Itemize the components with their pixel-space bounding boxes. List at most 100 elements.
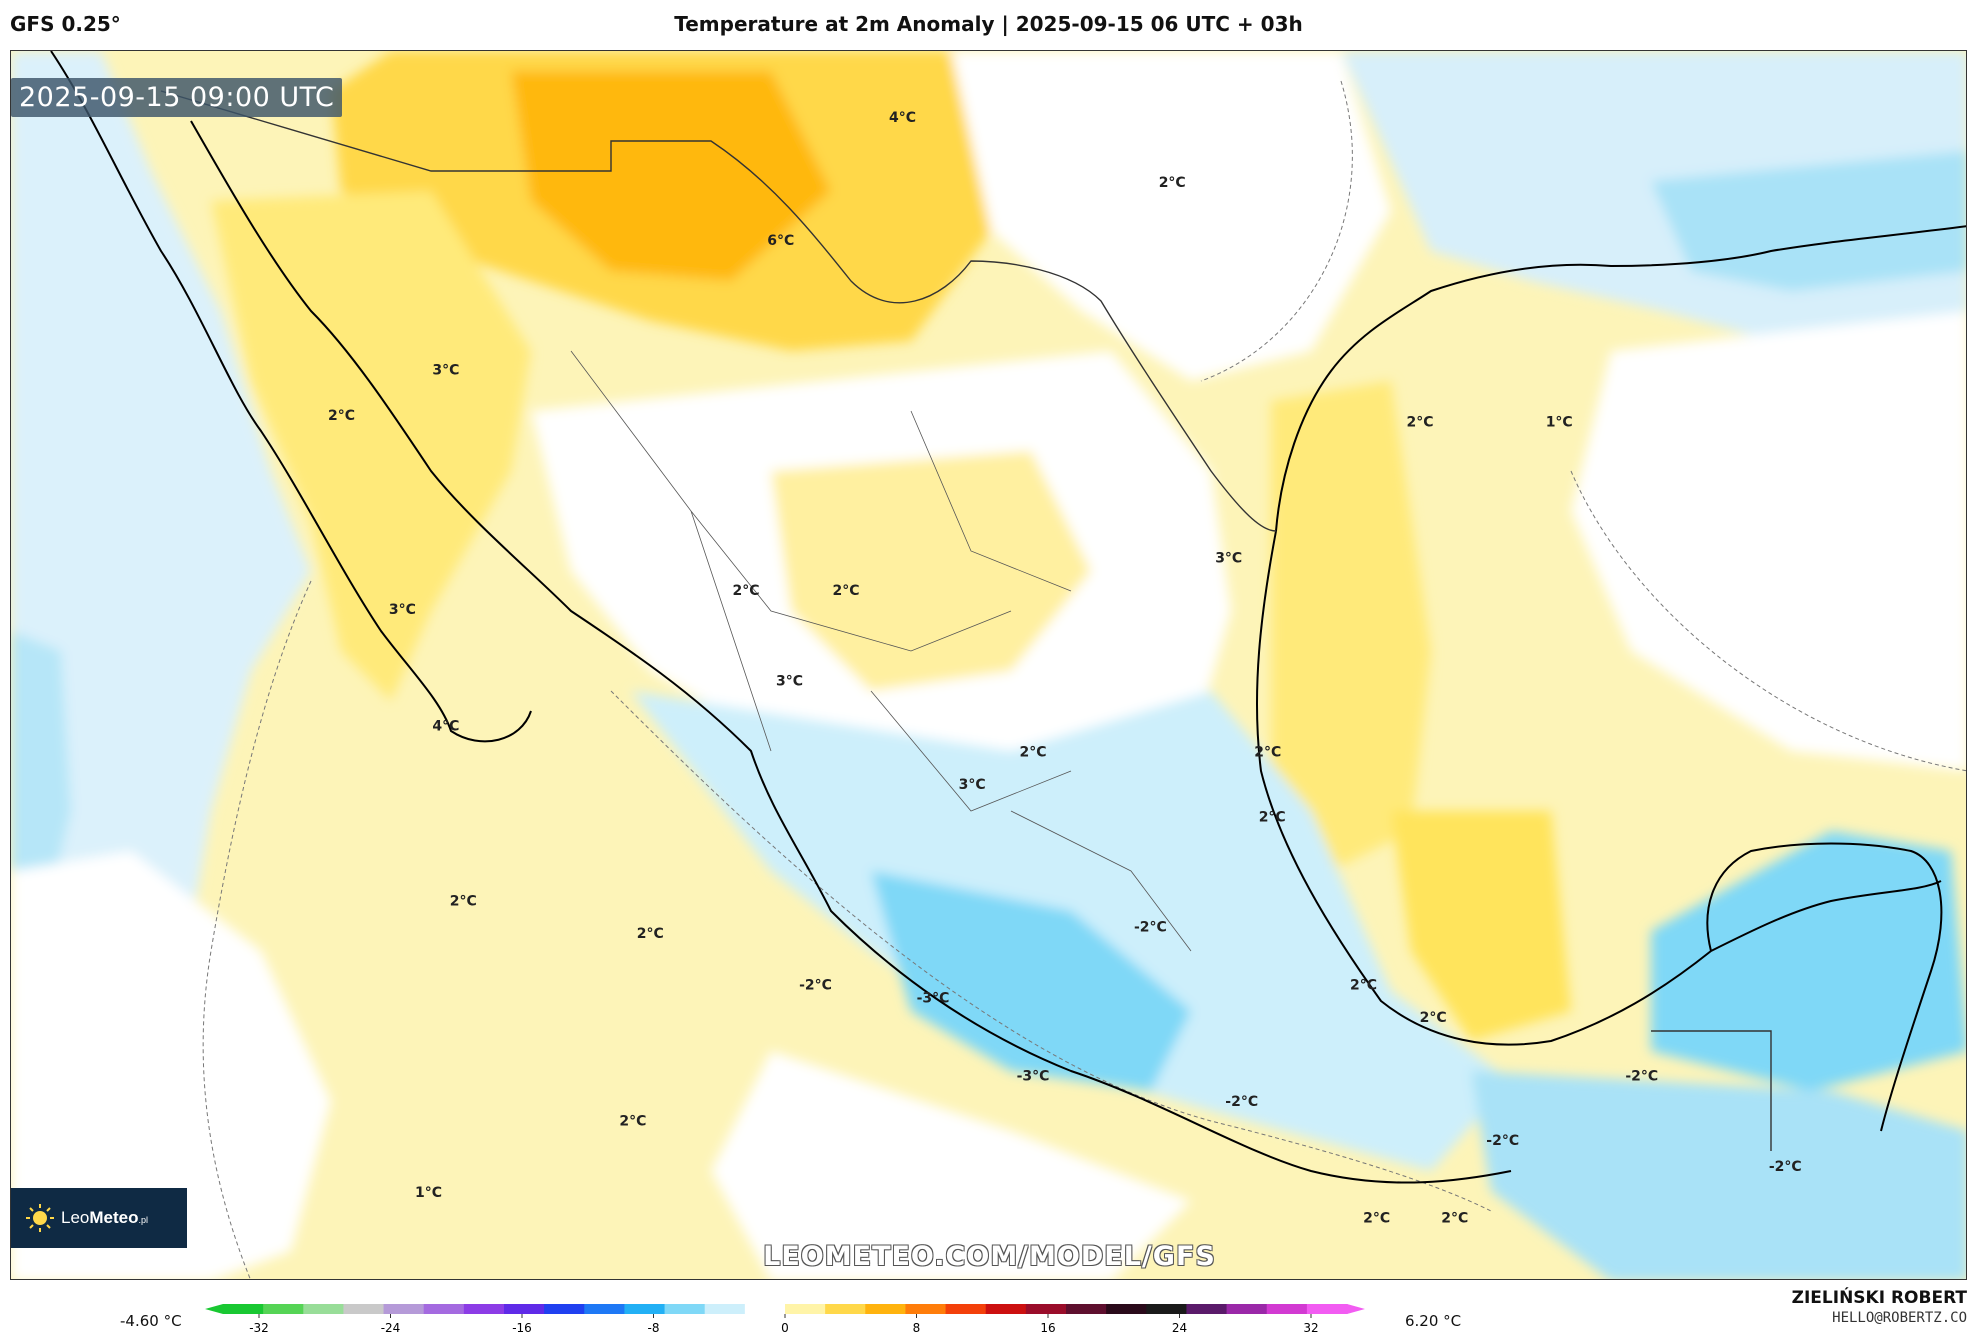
white-neutral-west: [11, 851, 331, 1279]
colorbar-min-label: -4.60 °C: [120, 1312, 182, 1330]
coastline-sonora-sinaloa: [190, 120, 1512, 1184]
anomaly-label: -2°C: [1134, 919, 1167, 935]
anomaly-map: 4°C 2°C 6°C 3°C 2°C 2°C 1°C 3°C 2°C 2°C 3°C 3°C 4°C 2…: [11, 51, 1966, 1279]
colorbar-segment: [223, 1304, 264, 1314]
colorbar-segment: [343, 1304, 385, 1314]
anomaly-label: 1°C: [1546, 415, 1573, 431]
anomaly-label: -2°C: [1225, 1094, 1258, 1110]
cool-yucatan: [1651, 831, 1966, 1091]
anomaly-label: 2°C: [832, 583, 859, 599]
chart-title: Temperature at 2m Anomaly | 2025-09-15 0…: [674, 12, 1303, 36]
anomaly-label: -2°C: [799, 978, 832, 994]
contour-line: [1570, 470, 1966, 772]
colorbar-segment: [1306, 1304, 1348, 1314]
colorbar-segment: [1146, 1304, 1188, 1314]
colorbar-segment: [544, 1304, 585, 1314]
contour-line: [610, 690, 1492, 1212]
neutral-texas-white: [951, 51, 1391, 381]
anomaly-label: -3°C: [917, 991, 950, 1007]
hot-core-southwest: [511, 71, 831, 281]
anomaly-label: 3°C: [1215, 550, 1242, 566]
anomaly-label: 3°C: [432, 363, 459, 379]
coastline-gulf-mexico: [1256, 530, 1942, 1046]
colorbar-segment: [624, 1304, 666, 1314]
colorbar-segment: [1266, 1304, 1308, 1314]
map-panel[interactable]: 4°C 2°C 6°C 3°C 2°C 2°C 1°C 3°C 2°C 2°C 3°C 3°C 4°C 2…: [10, 50, 1967, 1280]
timestamp-badge: 2025-09-15 09:00 UTC: [11, 78, 343, 117]
colorbar-tick-label: -24: [381, 1321, 401, 1335]
colorbar-segment: [945, 1304, 987, 1314]
anomaly-label: 2°C: [637, 926, 664, 942]
model-name: GFS 0.25°: [10, 12, 121, 36]
colorbar-segment: [1226, 1304, 1268, 1314]
anomaly-labels: 4°C 2°C 6°C 3°C 2°C 2°C 1°C 3°C 2°C 2°C 3°C 3°C 4°C 2…: [115, 110, 1802, 1227]
anomaly-label: 3°C: [959, 777, 986, 793]
colorbar-tick-label: 8: [913, 1321, 921, 1335]
colorbar-tick-label: -8: [648, 1321, 660, 1335]
coastline-yucatan: [1706, 842, 1943, 1132]
border-guatemala: [1651, 1030, 1772, 1151]
author-name: ZIELIŃSKI ROBERT: [1791, 1288, 1967, 1308]
colorbar-left-arrow: [205, 1304, 223, 1314]
warm-baja-sonora: [211, 191, 531, 701]
warm-gulf-south: [1391, 811, 1571, 1041]
colorbar-segment: [744, 1304, 786, 1314]
colorbar-segment: [1025, 1304, 1067, 1314]
author-credit: ZIELIŃSKI ROBERT HELLO@ROBERTZ.CO: [1792, 1288, 1967, 1326]
cool-louisiana-coast: [1651, 151, 1966, 291]
colorbar-segment: [263, 1304, 304, 1314]
border-us-mexico: [160, 90, 1277, 532]
author-email: HELLO@ROBERTZ.CO: [1832, 1310, 1967, 1326]
neutral-gulf-east: [1571, 311, 1966, 771]
cool-us-southeast: [1341, 51, 1966, 381]
anomaly-label: 2°C: [1441, 1211, 1468, 1227]
coastline-texas: [1275, 225, 1966, 532]
anomaly-label: 2°C: [619, 1114, 646, 1130]
colorbar-segment: [383, 1304, 425, 1314]
anomaly-label: 1°C: [415, 1185, 442, 1201]
colorbar-segment: [1066, 1304, 1107, 1314]
sun-icon: [26, 1204, 54, 1232]
anomaly-label: 4°C: [432, 719, 459, 735]
colorbar-segment: [1186, 1304, 1228, 1314]
cool-central-america: [1471, 1071, 1966, 1279]
anomaly-label: 4°C: [889, 110, 916, 126]
anomaly-label: -2°C: [1769, 1159, 1802, 1175]
colorbar-tick-label: -32: [249, 1321, 269, 1335]
colorbar-segment: [504, 1304, 545, 1314]
anomaly-label: 2°C: [732, 583, 759, 599]
colorbar-tick-label: 32: [1303, 1321, 1318, 1335]
watermark-url: LEOMETEO.COM/MODEL/GFS: [763, 1241, 1216, 1272]
anomaly-label: 2°C: [1254, 745, 1281, 761]
anomaly-label: 3°C: [776, 673, 803, 689]
contour-line: [1200, 80, 1353, 382]
anomaly-label: 2°C: [1159, 175, 1186, 191]
anomaly-label: 2°C: [1350, 978, 1377, 994]
anomaly-label: 2°C: [450, 894, 477, 910]
colorbar-max-label: 6.20 °C: [1405, 1312, 1462, 1330]
anomaly-label: 2°C: [1420, 1010, 1447, 1026]
anomaly-label: 6°C: [767, 233, 794, 249]
colorbar-segment: [463, 1304, 505, 1314]
colorbar-right-arrow: [1347, 1304, 1365, 1314]
anomaly-label: 2°C: [1019, 745, 1046, 761]
colorbar-tick-label: 16: [1040, 1321, 1055, 1335]
colorbar-segment: [584, 1304, 626, 1314]
colorbar-segment: [825, 1304, 866, 1314]
colorbar-segment: [423, 1304, 465, 1314]
neutral-pacific-south: [711, 1051, 1191, 1279]
logo-text: LeoMeteo.pl: [61, 1208, 149, 1227]
colorbar-segment: [785, 1304, 826, 1314]
anomaly-label: 2°C: [328, 408, 355, 424]
warm-gulf-west: [1271, 381, 1431, 871]
colorbar: -32 -24 -16 -8 0 8 16 24 32: [205, 1304, 1365, 1335]
colorbar-segment: [303, 1304, 345, 1314]
anomaly-label: 2°C: [1363, 1211, 1390, 1227]
colorbar-segment: [704, 1304, 746, 1314]
colorbar-tick-label: 24: [1172, 1321, 1187, 1335]
anomaly-label: -3°C: [1017, 1068, 1050, 1084]
colorbar-segment: [985, 1304, 1027, 1314]
state-borders: [570, 350, 1192, 952]
leometeo-logo[interactable]: LeoMeteo.pl: [11, 1188, 187, 1248]
colorbar-segment: [1106, 1304, 1147, 1314]
